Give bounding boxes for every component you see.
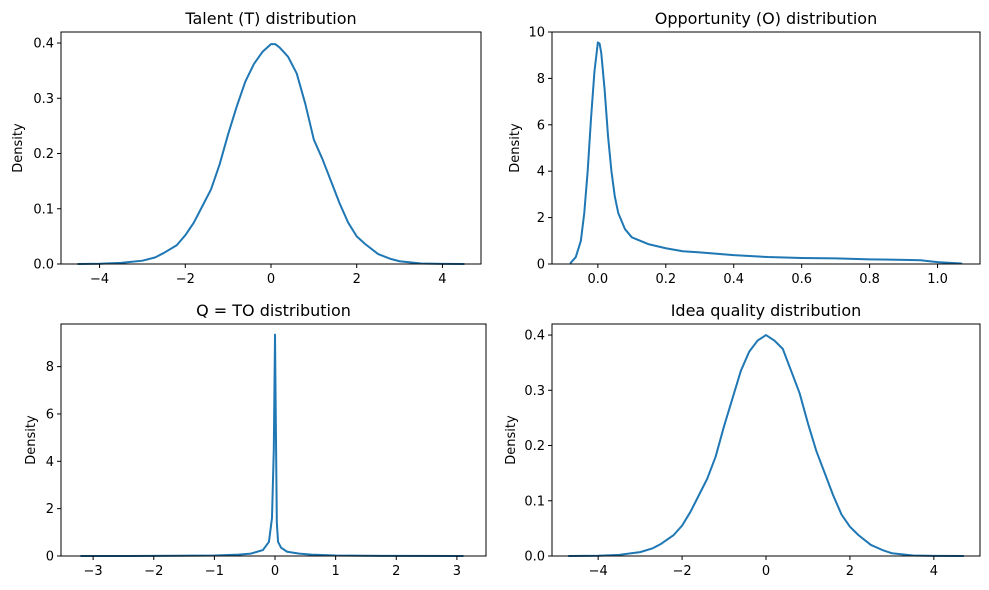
chart-title: Talent (T) distribution: [184, 9, 356, 28]
y-tick-label: 8: [46, 360, 54, 375]
y-tick-label: 6: [46, 407, 54, 422]
y-axis-label: Density: [508, 123, 523, 173]
chart-panel-4: −4 −2 0 2 4 0.0 0.1 0.2 0.3 0.4 Idea quality distr…: [504, 301, 981, 579]
y-tick-label: 0.1: [33, 202, 54, 217]
chart-panel-3: −3 −2 −1 0 1 2 3 0 2 4 6 8 Q = TO distribution Densit…: [24, 301, 487, 579]
x-tick-label: 0.0: [588, 272, 609, 287]
x-tick-label: 0.2: [655, 272, 676, 287]
y-tick-label: 0: [537, 258, 545, 273]
x-tick-label: 4: [930, 564, 938, 579]
y-axis-label: Density: [504, 415, 519, 465]
y-tick-label: 2: [46, 502, 54, 517]
x-tick-label: −2: [672, 564, 691, 579]
x-tick-label: 0.8: [859, 272, 880, 287]
x-tick-label: −1: [205, 564, 224, 579]
density-curve: [567, 334, 965, 557]
y-tick-label: 4: [537, 165, 545, 180]
x-tick-label: −3: [84, 564, 103, 579]
y-tick-label: 4: [46, 455, 54, 470]
x-tick-label: 1: [332, 564, 340, 579]
y-tick-label: 0.1: [524, 494, 545, 509]
x-tick-label: 1.0: [927, 272, 948, 287]
x-tick-label: 0: [762, 564, 770, 579]
x-tick-label: 0: [267, 272, 275, 287]
x-tick-label: 0.6: [791, 272, 812, 287]
chart-title: Q = TO distribution: [196, 301, 351, 320]
y-tick-label: 0.2: [33, 147, 54, 162]
y-tick-label: 0.4: [33, 37, 54, 52]
x-tick-label: 2: [846, 564, 854, 579]
density-curve: [77, 43, 465, 265]
x-tick-label: 3: [453, 564, 461, 579]
x-tick-label: −2: [176, 272, 195, 287]
axes-frame: [551, 323, 981, 557]
y-axis-label: Density: [24, 415, 39, 465]
y-tick-label: 0.3: [33, 92, 54, 107]
chart-panel-2: 0.0 0.2 0.4 0.6 0.8 1.0 0 2 4 6 8 10 Opportunity (O)…: [508, 9, 981, 287]
y-tick-label: 0.0: [524, 550, 545, 565]
x-tick-label: 2: [353, 272, 361, 287]
x-tick-label: −4: [90, 272, 109, 287]
axes-frame: [551, 31, 981, 265]
x-tick-label: −4: [589, 564, 608, 579]
density-curve: [569, 41, 963, 265]
y-tick-label: 0.4: [524, 329, 545, 344]
y-tick-label: 10: [528, 26, 545, 41]
chart-title: Opportunity (O) distribution: [655, 9, 877, 28]
y-tick-label: 8: [537, 72, 545, 87]
y-tick-label: 0.3: [524, 384, 545, 399]
x-tick-label: 2: [392, 564, 400, 579]
chart-title: Idea quality distribution: [671, 301, 862, 320]
x-tick-label: 0.4: [723, 272, 744, 287]
x-tick-label: −2: [144, 564, 163, 579]
y-tick-label: 2: [537, 211, 545, 226]
axes-frame: [60, 31, 482, 265]
y-tick-label: 0.2: [524, 439, 545, 454]
y-axis-label: Density: [11, 123, 26, 173]
axes-frame: [60, 323, 487, 557]
x-tick-label: 4: [438, 272, 446, 287]
y-tick-label: 6: [537, 118, 545, 133]
chart-panel-1: −4 −2 0 2 4 0.0 0.1 0.2 0.3 0.4 Talent (T) distrib…: [11, 9, 482, 287]
y-tick-label: 0.0: [33, 258, 54, 273]
density-curve: [80, 333, 464, 557]
y-tick-label: 0: [46, 550, 54, 565]
x-tick-label: 0: [271, 564, 279, 579]
